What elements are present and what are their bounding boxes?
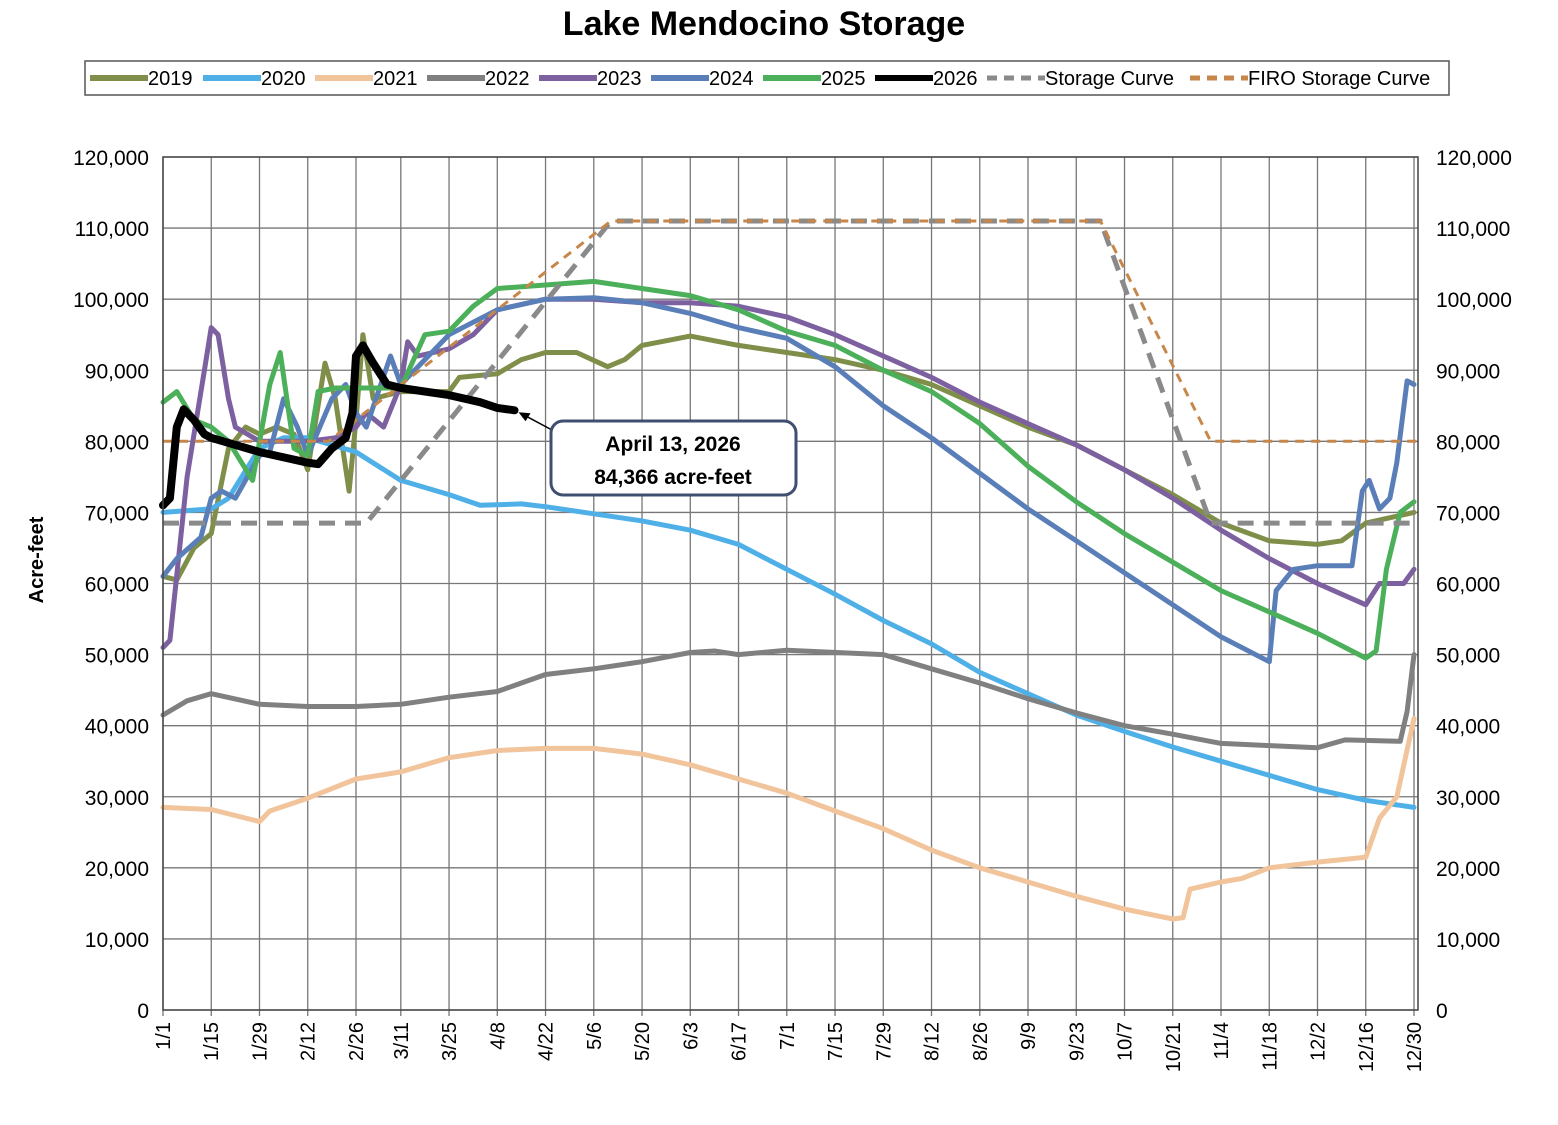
- y-tick-label-left: 20,000: [85, 858, 149, 881]
- y-tick-label-left: 70,000: [85, 502, 149, 525]
- y-tick-label-right: 100,000: [1436, 289, 1512, 312]
- axes: 0 0 10,000 10,000 20,000 20,000 30,000 30,000 40…: [73, 147, 1512, 1072]
- series-line-2025: [160, 278, 1417, 661]
- y-tick-label-right: 90,000: [1436, 360, 1500, 383]
- y-tick-label-right: 60,000: [1436, 574, 1500, 597]
- legend-label: 2021: [373, 68, 418, 90]
- legend-label: 2025: [821, 68, 866, 90]
- x-tick-label: 11/4: [1211, 1022, 1233, 1059]
- x-tick-label: 11/18: [1259, 1022, 1281, 1071]
- y-tick-label-right: 30,000: [1436, 787, 1500, 810]
- y-tick-label-right: 110,000: [1436, 218, 1510, 241]
- y-tick-label-left: 60,000: [85, 574, 149, 597]
- series-line-2021: [160, 716, 1417, 922]
- y-tick-label-left: 30,000: [85, 787, 149, 810]
- x-tick-label: 4/22: [536, 1022, 558, 1061]
- annotation: April 13, 2026 84,366 acre-feet: [518, 412, 798, 497]
- y-tick-label-left: 40,000: [85, 716, 149, 739]
- x-tick-label: 3/11: [391, 1022, 413, 1059]
- annotation-box: [549, 419, 798, 497]
- plot-border: [162, 156, 1419, 1011]
- y-axis-label: Acre-feet: [26, 516, 48, 603]
- x-tick-label: 7/29: [873, 1022, 895, 1061]
- x-tick-label: 9/23: [1066, 1022, 1088, 1061]
- x-tick-label: 7/15: [825, 1022, 847, 1061]
- y-tick-label-right: 10,000: [1436, 929, 1500, 952]
- series-group: [159, 218, 1418, 922]
- y-tick-label-right: 40,000: [1436, 716, 1500, 739]
- x-tick-label: 6/17: [729, 1022, 751, 1061]
- legend-label: Storage Curve: [1045, 68, 1174, 90]
- x-tick-label: 5/6: [584, 1022, 606, 1050]
- x-tick-label: 2/12: [298, 1022, 320, 1061]
- y-tick-label-left: 120,000: [73, 147, 149, 170]
- y-tick-label-left: 110,000: [75, 218, 149, 241]
- chart-title: Lake Mendocino Storage: [563, 5, 965, 43]
- y-tick-label-right: 120,000: [1436, 147, 1512, 170]
- x-tick-label: 1/15: [201, 1022, 223, 1061]
- x-tick-label: 7/1: [777, 1022, 799, 1050]
- x-tick-label: 1/1: [153, 1022, 175, 1050]
- x-tick-label: 1/29: [249, 1022, 271, 1061]
- y-tick-label-right: 70,000: [1436, 502, 1500, 525]
- grid: [162, 156, 1418, 1016]
- x-tick-label: 10/7: [1115, 1022, 1137, 1061]
- x-tick-label: 12/16: [1356, 1022, 1378, 1072]
- legend-label: 2020: [261, 68, 306, 90]
- y-tick-label-left: 80,000: [85, 431, 149, 454]
- legend: 2019 2020 2021 2022 2023 2024 2025 2026 Storage …: [90, 68, 1430, 90]
- x-tick-label: 12/2: [1308, 1022, 1330, 1061]
- y-tick-label-left: 50,000: [85, 645, 149, 668]
- y-tick-label-left: 100,000: [73, 289, 149, 312]
- x-tick-label: 12/30: [1404, 1022, 1426, 1072]
- x-tick-label: 9/9: [1018, 1022, 1040, 1050]
- arrow-head-icon: [518, 412, 531, 422]
- annotation-arrow: [524, 414, 553, 431]
- x-tick-label: 6/3: [680, 1022, 702, 1050]
- x-tick-label: 3/25: [439, 1022, 461, 1061]
- x-tick-label: 10/21: [1163, 1022, 1185, 1072]
- x-tick-label: 4/8: [487, 1022, 509, 1050]
- x-tick-label: 5/20: [632, 1022, 654, 1061]
- y-tick-label-left: 10,000: [85, 929, 149, 952]
- y-tick-label-left: 0: [137, 1000, 149, 1023]
- series-line-2026: [159, 341, 519, 510]
- legend-label: 2026: [933, 68, 978, 90]
- annotation-value: 84,366 acre-feet: [594, 466, 752, 489]
- x-tick-label: 2/26: [346, 1022, 368, 1061]
- legend-label: 2019: [148, 68, 193, 90]
- x-tick-label: 8/26: [970, 1022, 992, 1061]
- legend-label: 2024: [709, 68, 754, 90]
- y-tick-label-left: 90,000: [85, 360, 149, 383]
- y-tick-label-right: 80,000: [1436, 431, 1500, 454]
- x-tick-label: 8/12: [922, 1022, 944, 1061]
- series-line-2024: [160, 295, 1417, 665]
- annotation-date: April 13, 2026: [605, 433, 740, 456]
- legend-label: 2022: [485, 68, 530, 90]
- y-tick-label-right: 20,000: [1436, 858, 1500, 881]
- y-tick-label-right: 50,000: [1436, 645, 1500, 668]
- legend-label: FIRO Storage Curve: [1248, 68, 1430, 90]
- series-line-firo-storage-curve: [163, 219, 1418, 443]
- y-tick-label-right: 0: [1436, 1000, 1448, 1023]
- legend-label: 2023: [597, 68, 642, 90]
- series-line-2022: [160, 647, 1417, 751]
